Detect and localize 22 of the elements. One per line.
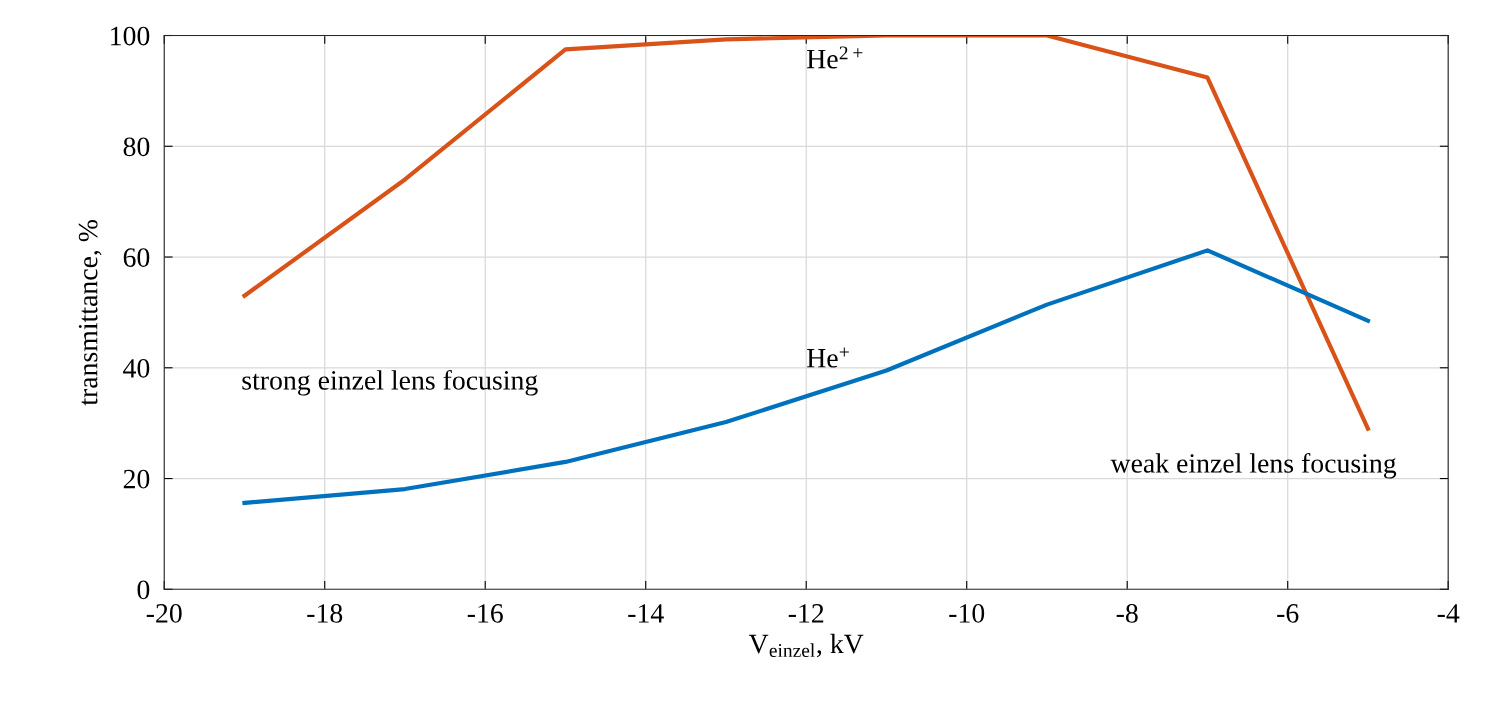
y-tick-label: 100: [111, 26, 150, 46]
x-tick-label: -20: [146, 603, 182, 623]
x-tick-label: -6: [1277, 604, 1299, 623]
x-tick-label: -8: [1116, 603, 1138, 623]
x-tick-label: -14: [628, 604, 664, 623]
x-axis-title: V$_{einzel}$, kV: [748, 633, 864, 658]
x-tick-label: -18: [307, 603, 343, 623]
x-tick-label: -10: [949, 603, 985, 623]
x-tick-label: -12: [788, 604, 824, 623]
y-tick-label: 60: [123, 248, 150, 267]
x-tick-label: -16: [467, 604, 503, 623]
y-axis-title: transmittance, %: [78, 220, 102, 406]
annotation: strong einzel lens focusing: [242, 369, 538, 396]
y-tick-label: 20: [123, 469, 150, 489]
annotation: He$^{+}$: [807, 347, 849, 368]
line-series: [242, 35, 1371, 431]
y-tick-label: 0: [137, 580, 150, 600]
y-tick-label: 40: [123, 358, 150, 378]
annotation: weak einzel lens focusing: [1110, 452, 1397, 479]
x-tick-label: -4: [1437, 604, 1460, 623]
y-tick-label: 80: [123, 137, 150, 157]
annotation: He$^{2+}$: [807, 46, 863, 69]
